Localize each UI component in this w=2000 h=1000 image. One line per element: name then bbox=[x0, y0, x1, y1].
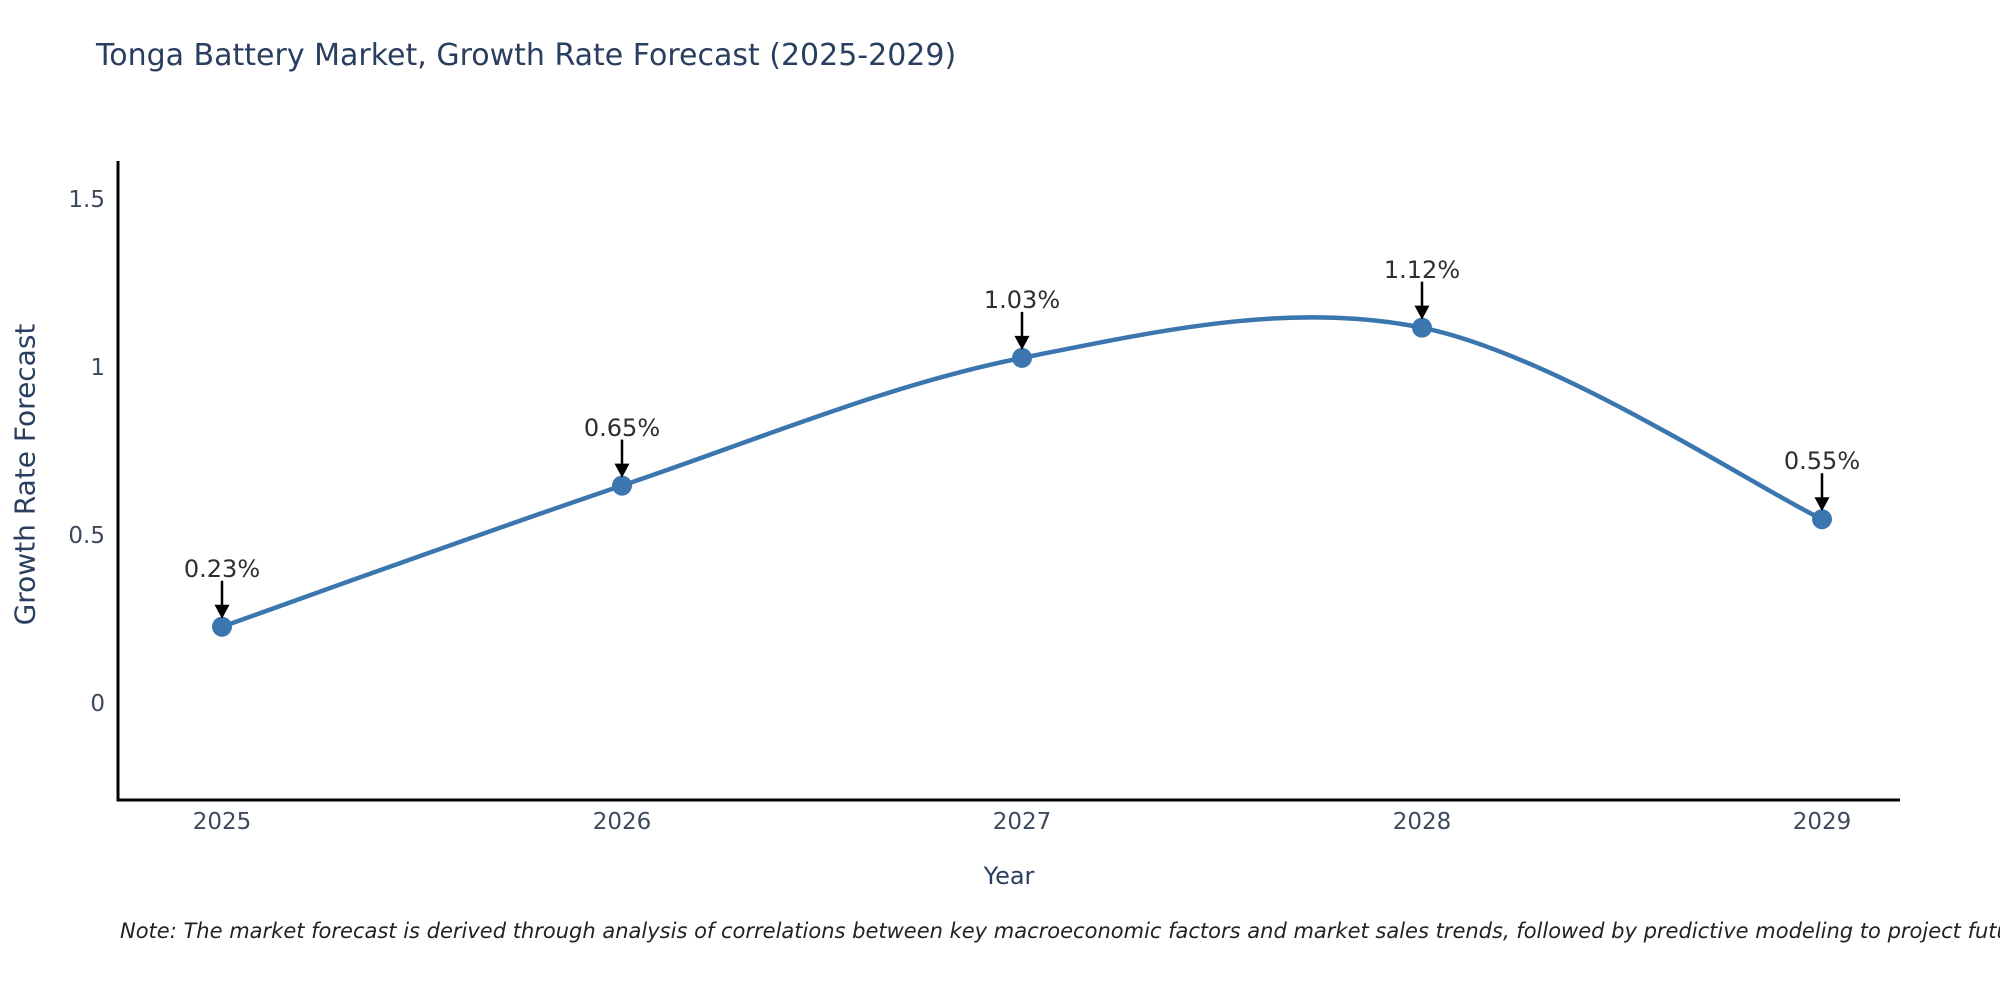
annotation-label: 0.23% bbox=[183, 554, 261, 583]
y-axis-tick-label: 0.5 bbox=[68, 523, 105, 549]
annotation-arrowhead bbox=[1014, 335, 1030, 350]
data-point-marker bbox=[1812, 509, 1832, 530]
y-axis-tick-label: 0 bbox=[90, 691, 105, 717]
data-point-marker bbox=[612, 475, 632, 496]
annotation-label: 0.55% bbox=[1783, 447, 1861, 476]
y-axis-tick-label: 1 bbox=[90, 355, 105, 381]
data-point-marker bbox=[212, 616, 232, 637]
annotation-arrowhead bbox=[1814, 497, 1830, 512]
annotation-label: 1.12% bbox=[1383, 255, 1461, 284]
data-point-marker bbox=[1012, 347, 1032, 368]
annotation-arrowhead bbox=[614, 463, 630, 478]
annotation-arrowhead bbox=[214, 604, 230, 619]
annotation-label: 1.03% bbox=[983, 285, 1061, 314]
y-axis-tick-label: 1.5 bbox=[68, 187, 105, 213]
annotation-arrowhead bbox=[1414, 305, 1430, 320]
data-point-marker bbox=[1412, 317, 1432, 338]
annotation-label: 0.65% bbox=[583, 413, 661, 442]
footnote: Note: The market forecast is derived thr… bbox=[120, 919, 2000, 943]
x-axis-tick-label: 2027 bbox=[992, 809, 1052, 835]
x-axis-tick-label: 2029 bbox=[1792, 809, 1852, 835]
x-axis-title: Year bbox=[983, 862, 1035, 890]
x-axis-tick-label: 2025 bbox=[192, 809, 252, 835]
x-axis-tick-label: 2026 bbox=[592, 809, 652, 835]
chart-title: Tonga Battery Market, Growth Rate Foreca… bbox=[96, 38, 957, 73]
x-axis-tick-label: 2028 bbox=[1392, 809, 1452, 835]
